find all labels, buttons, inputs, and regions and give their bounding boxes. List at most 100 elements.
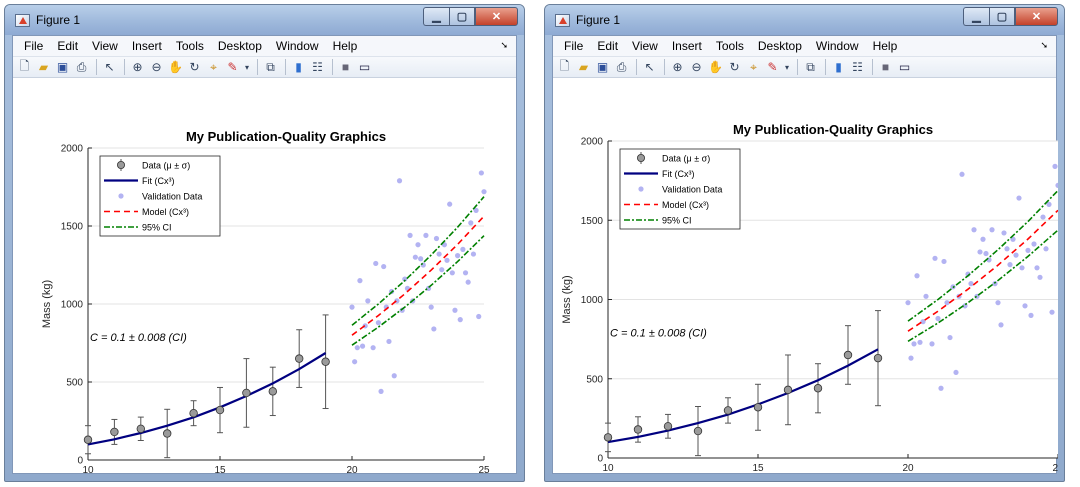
menu-help[interactable]: Help <box>332 39 358 53</box>
zoom-in-icon[interactable]: ⊕ <box>132 60 143 74</box>
maximize-button[interactable]: ▢ <box>989 7 1015 26</box>
legend-label: Fit (Cx³) <box>662 169 695 179</box>
legend-label: Fit (Cx³) <box>142 176 175 186</box>
legend-label: Validation Data <box>142 192 202 202</box>
show-plot-tools-icon[interactable]: ▭ <box>358 60 371 74</box>
rotate-3d-icon[interactable]: ↻ <box>729 60 740 74</box>
validation-point <box>911 341 917 347</box>
zoom-out-icon[interactable]: ⊖ <box>691 60 702 74</box>
menu-tools[interactable]: Tools <box>715 39 744 53</box>
data-cursor-icon[interactable]: ⌖ <box>750 59 757 74</box>
validation-point <box>428 304 434 310</box>
new-figure-icon[interactable]: 🗋 <box>19 58 30 73</box>
menu-edit[interactable]: Edit <box>597 39 619 53</box>
title-bar[interactable]: Figure 1 ▁ ▢ ✕ <box>545 5 1064 35</box>
legend-label: Data (μ ± σ) <box>142 161 190 171</box>
pan-hand-icon[interactable]: ✋ <box>708 60 723 74</box>
legend-validation-swatch <box>118 193 124 199</box>
data-cursor-icon[interactable]: ⌖ <box>210 59 217 74</box>
y-tick-label: 500 <box>66 378 83 389</box>
chart-title: My Publication-Quality Graphics <box>186 129 386 144</box>
menu-file[interactable]: File <box>24 39 44 53</box>
menu-bar: File Edit View Insert Tools Desktop Wind… <box>553 36 1056 56</box>
validation-point <box>1022 303 1028 309</box>
menu-help[interactable]: Help <box>872 39 898 53</box>
close-button[interactable]: ✕ <box>1015 7 1058 26</box>
menu-desktop[interactable]: Desktop <box>757 39 802 53</box>
menu-window[interactable]: Window <box>275 39 319 53</box>
save-icon[interactable]: ▣ <box>596 60 609 74</box>
brush-dropdown-icon[interactable]: ▾ <box>244 62 249 72</box>
validation-point <box>359 343 366 349</box>
menu-tools[interactable]: Tools <box>175 39 204 53</box>
minimize-icon: ▁ <box>972 11 981 23</box>
menu-window[interactable]: Window <box>815 39 859 53</box>
brush-icon[interactable]: ✎ <box>227 60 238 74</box>
edit-plot-arrow-icon[interactable]: ↖ <box>104 60 115 74</box>
zoom-in-icon[interactable]: ⊕ <box>672 60 683 74</box>
legend-label: Data (μ ± σ) <box>662 154 710 164</box>
validation-point <box>1007 262 1013 268</box>
brush-icon[interactable]: ✎ <box>767 60 778 74</box>
minimize-button[interactable]: ▁ <box>423 7 449 26</box>
rotate-3d-icon[interactable]: ↻ <box>189 60 200 74</box>
menu-overflow-icon[interactable]: ➘ <box>1040 40 1048 50</box>
figure-area: 050010001500200010152025Length (m)Mass (… <box>553 78 1064 481</box>
validation-point <box>980 236 986 242</box>
insert-legend-icon[interactable]: ☷ <box>852 60 863 74</box>
data-point <box>162 429 172 438</box>
brush-dropdown-icon[interactable]: ▾ <box>784 62 789 72</box>
menu-edit[interactable]: Edit <box>57 39 79 53</box>
save-icon[interactable]: ▣ <box>56 60 69 74</box>
link-plot-icon[interactable]: ⧉ <box>806 59 815 74</box>
validation-point <box>971 227 977 233</box>
validation-point <box>905 300 911 306</box>
open-file-icon[interactable]: ▰ <box>38 60 49 74</box>
data-point <box>753 403 763 412</box>
validation-point <box>1028 312 1034 318</box>
open-file-icon[interactable]: ▰ <box>578 60 589 74</box>
menu-view[interactable]: View <box>92 39 118 53</box>
menu-overflow-icon[interactable]: ➘ <box>500 40 508 50</box>
validation-point <box>941 258 947 265</box>
validation-point <box>452 307 458 313</box>
legend-validation-swatch <box>638 186 644 192</box>
validation-point <box>983 250 989 257</box>
hide-plot-tools-icon[interactable]: ■ <box>881 60 890 74</box>
validation-point <box>457 317 463 323</box>
model-line <box>907 209 1059 332</box>
toolbar-separator <box>124 59 125 75</box>
x-tick-label: 15 <box>752 463 764 474</box>
y-axis-label: Mass (kg) <box>561 275 573 323</box>
pan-hand-icon[interactable]: ✋ <box>168 60 183 74</box>
new-figure-icon[interactable]: 🗋 <box>559 58 570 73</box>
close-button[interactable]: ✕ <box>475 7 518 26</box>
title-bar[interactable]: Figure 1 ▁ ▢ ✕ <box>5 5 524 35</box>
menu-desktop[interactable]: Desktop <box>217 39 262 53</box>
hide-plot-tools-icon[interactable]: ■ <box>341 60 350 74</box>
menu-view[interactable]: View <box>632 39 658 53</box>
close-icon: ✕ <box>491 11 502 23</box>
show-plot-tools-icon[interactable]: ▭ <box>898 60 911 74</box>
maximize-button[interactable]: ▢ <box>449 7 475 26</box>
x-tick-label: 25 <box>1052 463 1058 474</box>
validation-point <box>1043 246 1049 252</box>
validation-point <box>908 355 914 361</box>
menu-file[interactable]: File <box>564 39 584 53</box>
print-icon[interactable]: ⎙ <box>76 59 87 74</box>
print-icon[interactable]: ⎙ <box>616 59 627 74</box>
data-point <box>242 388 251 398</box>
validation-point <box>914 273 920 279</box>
validation-point <box>391 373 397 379</box>
menu-insert[interactable]: Insert <box>671 39 702 53</box>
ci-lower-line <box>907 229 1059 342</box>
menu-insert[interactable]: Insert <box>131 39 162 53</box>
insert-colorbar-icon[interactable]: ▮ <box>835 60 842 74</box>
toolbar-separator <box>797 59 798 75</box>
minimize-button[interactable]: ▁ <box>963 7 989 26</box>
insert-legend-icon[interactable]: ☷ <box>312 60 323 74</box>
link-plot-icon[interactable]: ⧉ <box>266 59 275 74</box>
insert-colorbar-icon[interactable]: ▮ <box>295 60 302 74</box>
edit-plot-arrow-icon[interactable]: ↖ <box>644 60 655 74</box>
zoom-out-icon[interactable]: ⊖ <box>151 60 162 74</box>
